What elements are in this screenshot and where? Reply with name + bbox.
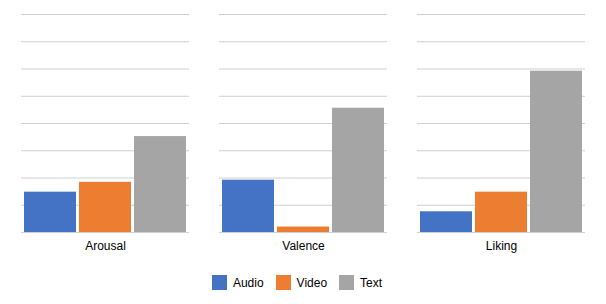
- html-text:Text: Text: [360, 275, 383, 290]
- svg-text:Valence: Valence: [282, 239, 325, 253]
- svg-text:Liking: Liking: [486, 239, 517, 253]
- html-text:Audio: Audio: [232, 275, 264, 290]
- html-text:Video: Video: [296, 275, 328, 290]
- svg-text:Arousal: Arousal: [85, 239, 126, 253]
